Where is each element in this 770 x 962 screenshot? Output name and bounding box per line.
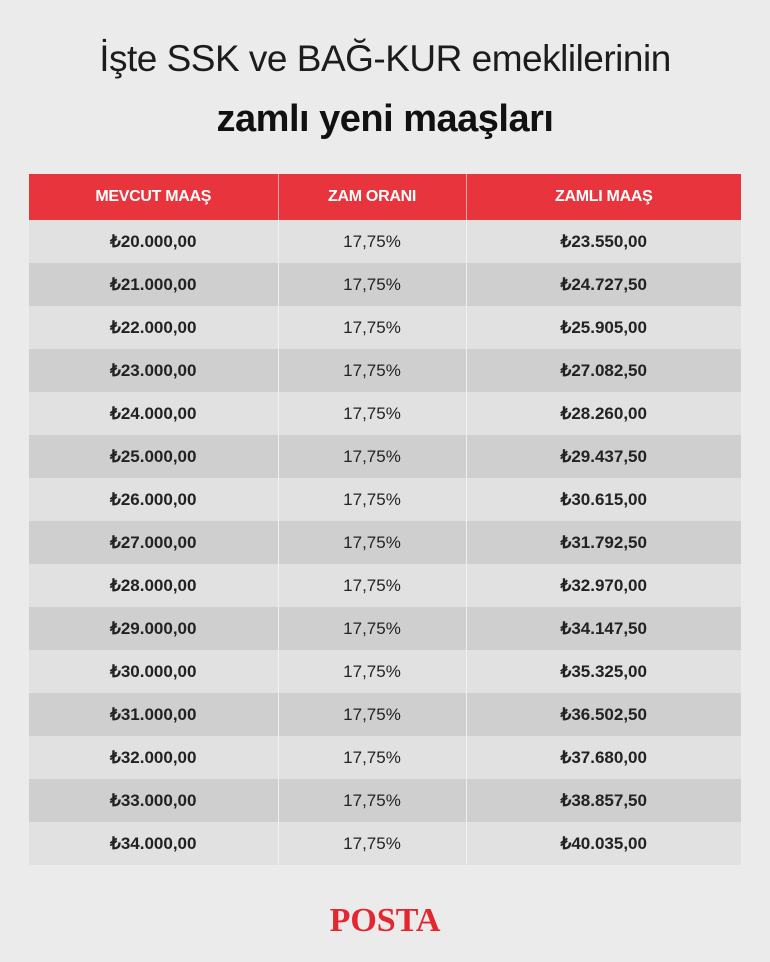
raised-salary-cell: ₺27.082,50 (465, 349, 741, 392)
current-salary-cell: ₺21.000,00 (29, 263, 278, 306)
current-salary-cell: ₺24.000,00 (29, 392, 278, 435)
current-salary-cell: ₺22.000,00 (29, 306, 278, 349)
raised-salary-cell: ₺32.970,00 (465, 564, 741, 607)
table-row: ₺27.000,00 17,75% ₺31.792,50 (29, 521, 741, 564)
raise-rate-cell: 17,75% (277, 607, 466, 650)
current-salary-cell: ₺23.000,00 (29, 349, 278, 392)
raise-rate-cell: 17,75% (277, 779, 466, 822)
current-salary-cell: ₺27.000,00 (29, 521, 278, 564)
current-salary-cell: ₺25.000,00 (29, 435, 278, 478)
raise-rate-cell: 17,75% (277, 263, 466, 306)
raise-rate-cell: 17,75% (277, 564, 466, 607)
table-row: ₺20.000,00 17,75% ₺23.550,00 (29, 220, 741, 263)
table-row: ₺34.000,00 17,75% ₺40.035,00 (29, 822, 741, 865)
raise-rate-cell: 17,75% (277, 435, 466, 478)
raise-rate-cell: 17,75% (277, 693, 466, 736)
raised-salary-cell: ₺24.727,50 (465, 263, 741, 306)
current-salary-cell: ₺28.000,00 (29, 564, 278, 607)
table-row: ₺31.000,00 17,75% ₺36.502,50 (29, 693, 741, 736)
table-row: ₺21.000,00 17,75% ₺24.727,50 (29, 263, 741, 306)
raise-rate-cell: 17,75% (277, 822, 466, 865)
column-header-current-salary: MEVCUT MAAŞ (29, 174, 278, 220)
raise-rate-cell: 17,75% (277, 650, 466, 693)
raised-salary-cell: ₺34.147,50 (465, 607, 741, 650)
raised-salary-cell: ₺25.905,00 (465, 306, 741, 349)
salary-table: MEVCUT MAAŞ ZAM ORANI ZAMLI MAAŞ ₺20.000… (29, 174, 741, 865)
raise-rate-cell: 17,75% (277, 736, 466, 779)
raised-salary-cell: ₺36.502,50 (465, 693, 741, 736)
raise-rate-cell: 17,75% (277, 306, 466, 349)
column-header-raise-rate: ZAM ORANI (277, 174, 466, 220)
table-row: ₺23.000,00 17,75% ₺27.082,50 (29, 349, 741, 392)
current-salary-cell: ₺29.000,00 (29, 607, 278, 650)
current-salary-cell: ₺26.000,00 (29, 478, 278, 521)
table-row: ₺22.000,00 17,75% ₺25.905,00 (29, 306, 741, 349)
raised-salary-cell: ₺29.437,50 (465, 435, 741, 478)
raised-salary-cell: ₺40.035,00 (465, 822, 741, 865)
table-row: ₺24.000,00 17,75% ₺28.260,00 (29, 392, 741, 435)
raise-rate-cell: 17,75% (277, 392, 466, 435)
raised-salary-cell: ₺23.550,00 (465, 220, 741, 263)
raised-salary-cell: ₺38.857,50 (465, 779, 741, 822)
raise-rate-cell: 17,75% (277, 349, 466, 392)
current-salary-cell: ₺34.000,00 (29, 822, 278, 865)
column-header-raised-salary: ZAMLI MAAŞ (465, 174, 741, 220)
table-header-row: MEVCUT MAAŞ ZAM ORANI ZAMLI MAAŞ (29, 174, 741, 220)
raised-salary-cell: ₺37.680,00 (465, 736, 741, 779)
table-row: ₺32.000,00 17,75% ₺37.680,00 (29, 736, 741, 779)
table-row: ₺26.000,00 17,75% ₺30.615,00 (29, 478, 741, 521)
table-row: ₺28.000,00 17,75% ₺32.970,00 (29, 564, 741, 607)
current-salary-cell: ₺20.000,00 (29, 220, 278, 263)
raised-salary-cell: ₺31.792,50 (465, 521, 741, 564)
current-salary-cell: ₺30.000,00 (29, 650, 278, 693)
raise-rate-cell: 17,75% (277, 478, 466, 521)
current-salary-cell: ₺31.000,00 (29, 693, 278, 736)
title-line-2: zamlı yeni maaşları (216, 98, 554, 140)
raise-rate-cell: 17,75% (277, 521, 466, 564)
title-line-1: İşte SSK ve BAĞ-KUR emeklilerinin (99, 38, 671, 79)
current-salary-cell: ₺33.000,00 (29, 779, 278, 822)
table-row: ₺30.000,00 17,75% ₺35.325,00 (29, 650, 741, 693)
current-salary-cell: ₺32.000,00 (29, 736, 278, 779)
posta-logo: POSTA (329, 902, 441, 939)
raised-salary-cell: ₺35.325,00 (465, 650, 741, 693)
table-row: ₺29.000,00 17,75% ₺34.147,50 (29, 607, 741, 650)
raised-salary-cell: ₺28.260,00 (465, 392, 741, 435)
table-row: ₺33.000,00 17,75% ₺38.857,50 (29, 779, 741, 822)
raised-salary-cell: ₺30.615,00 (465, 478, 741, 521)
table-row: ₺25.000,00 17,75% ₺29.437,50 (29, 435, 741, 478)
raise-rate-cell: 17,75% (277, 220, 466, 263)
